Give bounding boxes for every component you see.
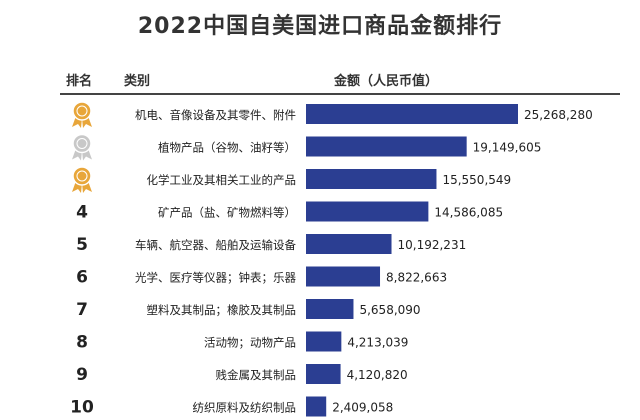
bar: [306, 299, 354, 319]
value-label: 5,658,090: [359, 303, 420, 317]
category-header: 类别: [124, 74, 151, 89]
rank-header: 排名: [66, 74, 93, 89]
gold-medal-icon: [72, 101, 92, 128]
category-label: 机电、音像设备及其零件、附件: [135, 108, 296, 122]
category-label: 纺织原料及纺织制品: [193, 401, 297, 415]
value-label: 25,268,280: [524, 108, 593, 122]
bar: [306, 201, 429, 222]
rank-label: 10: [70, 398, 94, 418]
value-label: 19,149,605: [473, 141, 542, 155]
header-divider: [60, 93, 620, 95]
bar: [306, 104, 518, 124]
rank-label: 4: [76, 203, 88, 223]
category-label: 光学、医疗等仪器；钟表；乐器: [135, 271, 296, 285]
bronze-medal-icon: [72, 166, 92, 193]
value-label: 15,550,549: [442, 173, 511, 187]
value-label: 4,120,820: [347, 368, 408, 382]
category-label: 化学工业及其相关工业的产品: [147, 173, 297, 187]
amount-header: 金额（人民币值）: [334, 74, 439, 89]
rank-label: 8: [76, 333, 88, 353]
category-label: 活动物；动物产品: [204, 336, 296, 350]
value-label: 4,213,039: [347, 336, 408, 350]
value-label: 14,586,085: [434, 206, 503, 220]
value-label: 2,409,058: [332, 401, 393, 415]
rank-label: 6: [76, 268, 88, 288]
bar: [306, 266, 381, 287]
bar: [306, 364, 341, 384]
value-label: 8,822,663: [386, 271, 447, 285]
bar: [306, 331, 342, 352]
bar: [306, 396, 327, 417]
bar: [306, 169, 437, 189]
rank-label: 7: [76, 300, 88, 320]
chart-title: 2022中国自美国进口商品金额排行: [137, 14, 503, 39]
rank-label: 5: [76, 235, 88, 255]
bar: [306, 234, 392, 254]
category-label: 植物产品（谷物、油籽等）: [158, 141, 296, 155]
category-label: 车辆、航空器、船舶及运输设备: [135, 238, 296, 252]
category-label: 塑料及其制品；橡胶及其制品: [147, 303, 297, 317]
value-label: 10,192,231: [398, 238, 467, 252]
category-label: 矿产品（盐、矿物燃料等）: [158, 206, 296, 220]
bar: [306, 136, 467, 157]
rank-label: 9: [76, 365, 88, 385]
category-label: 贱金属及其制品: [216, 368, 297, 382]
silver-medal-icon: [72, 133, 92, 161]
